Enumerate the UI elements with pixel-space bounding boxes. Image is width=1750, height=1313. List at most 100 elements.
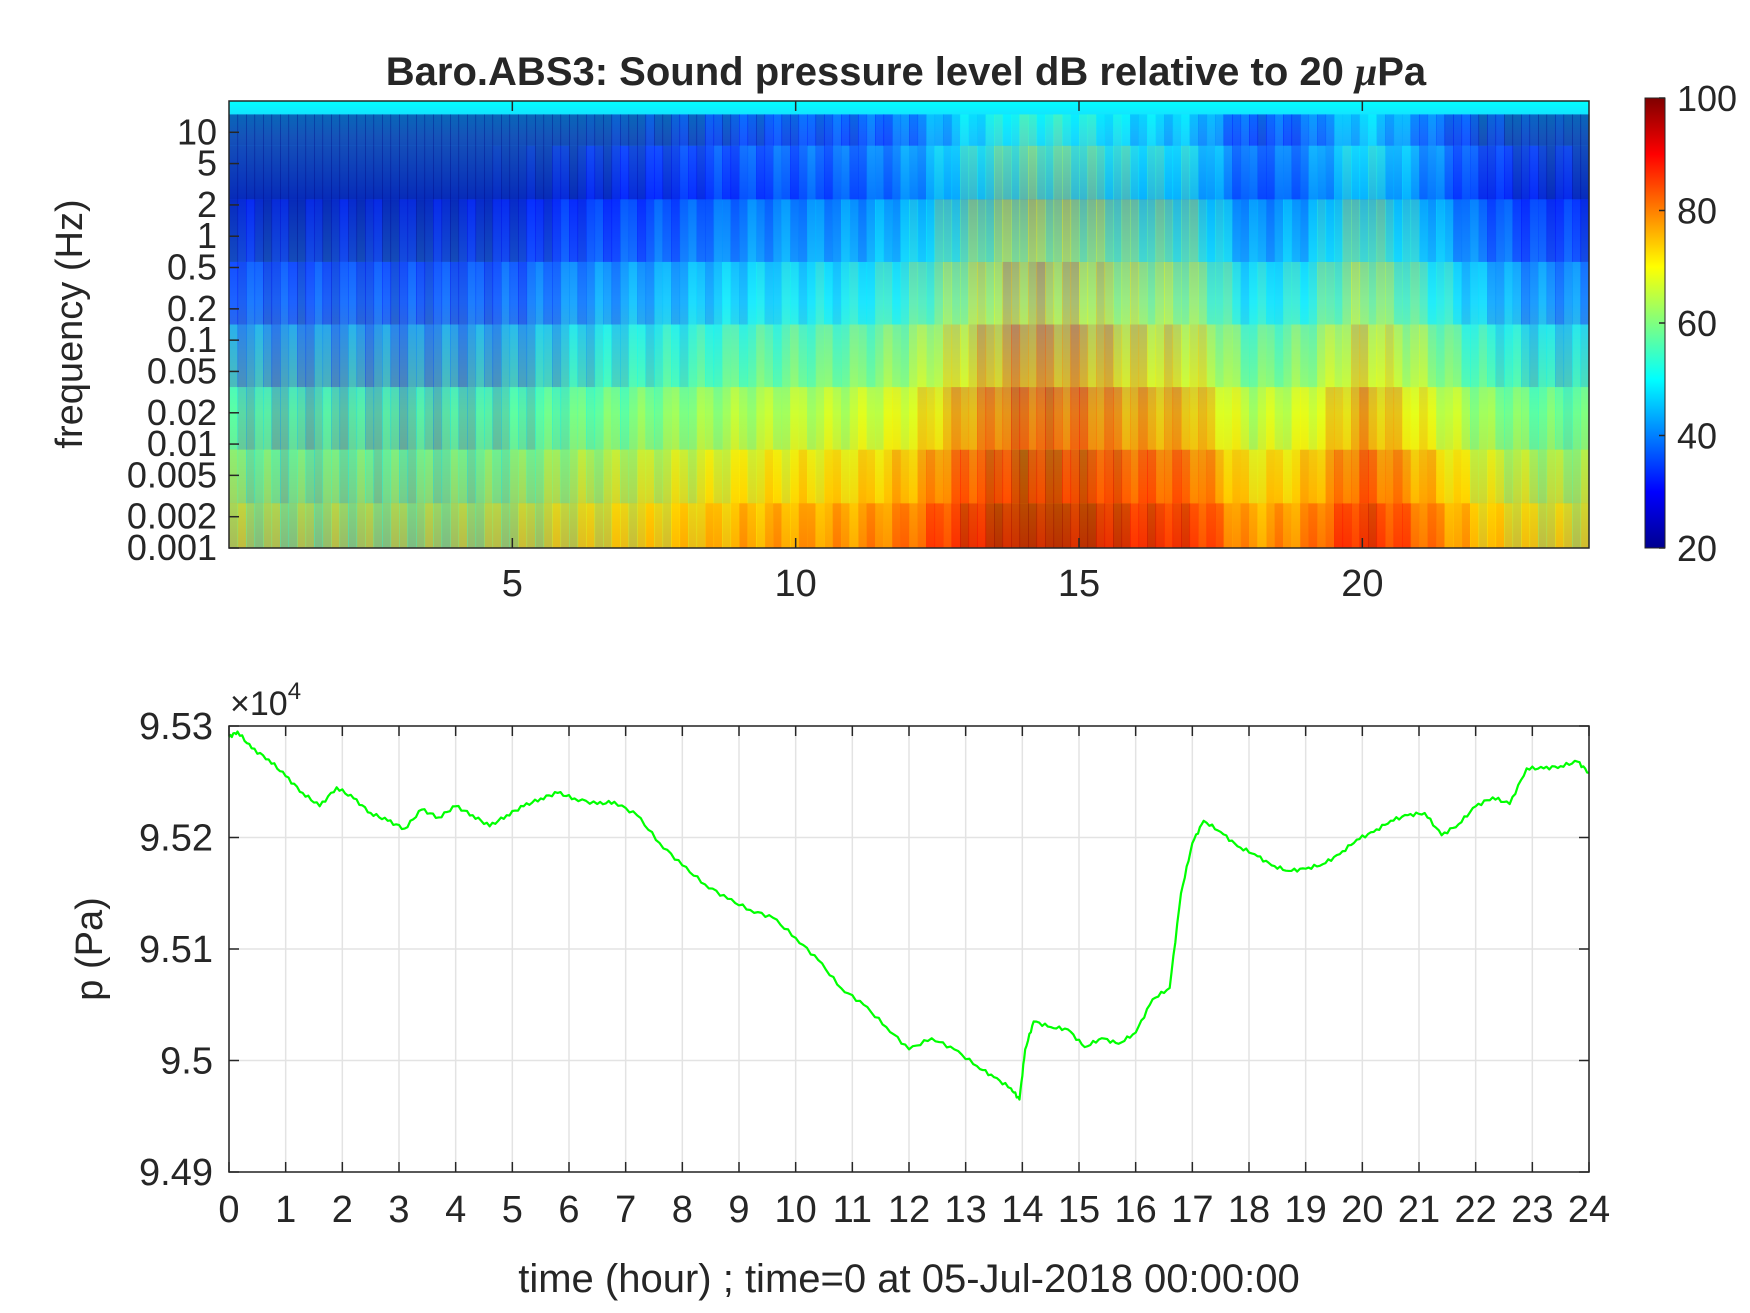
spectrogram-cell xyxy=(305,503,315,548)
spectrogram-cell xyxy=(399,145,409,200)
spectrogram-y-ticks: 105210.50.20.10.050.020.010.0050.0020.00… xyxy=(127,111,239,568)
spectrogram-cell xyxy=(858,324,868,388)
spectrogram-cell xyxy=(237,114,247,146)
spectrogram-cell xyxy=(586,114,596,146)
spectrogram-cell xyxy=(934,324,944,388)
spectrogram-cell xyxy=(951,145,961,200)
pressure-x-tick-label: 12 xyxy=(888,1189,930,1231)
spectrogram-cell xyxy=(399,114,409,146)
spectrogram-cell xyxy=(1062,503,1072,548)
spectrogram-cell xyxy=(407,261,417,325)
spectrogram-cell xyxy=(1470,145,1480,200)
spectrogram-cell xyxy=(1019,199,1029,262)
spectrogram-cell xyxy=(790,145,800,200)
colorbar-tick-label: 80 xyxy=(1677,191,1717,232)
spectrogram-cell xyxy=(1538,449,1548,504)
spectrogram-cell xyxy=(1521,114,1531,146)
spectrogram-cell xyxy=(407,145,417,200)
spectrogram-y-tick-label: 2 xyxy=(197,184,217,225)
chart-title-prefix: Baro.ABS3: Sound pressure level dB relat… xyxy=(386,50,1355,94)
spectrogram-cell xyxy=(399,503,409,548)
spectrogram-cell xyxy=(271,261,281,325)
spectrogram-cell xyxy=(688,387,698,450)
spectrogram-cell xyxy=(1053,387,1063,450)
spectrogram-cell xyxy=(424,199,434,262)
spectrogram-cell xyxy=(756,387,766,450)
spectrogram-cell xyxy=(1376,503,1386,548)
spectrogram-cell xyxy=(722,387,732,450)
spectrogram-cell xyxy=(356,387,366,450)
spectrogram-cell xyxy=(1308,145,1318,200)
spectrogram-cell xyxy=(552,449,562,504)
spectrogram-cell xyxy=(628,199,638,262)
spectrogram-cell xyxy=(1402,145,1412,200)
spectrogram-cell xyxy=(373,145,383,200)
spectrogram-cell xyxy=(1223,449,1233,504)
spectrogram-cell xyxy=(977,261,987,325)
spectrogram-cell xyxy=(577,261,587,325)
spectrogram-cell xyxy=(1045,387,1055,450)
spectrogram-cell xyxy=(1249,387,1259,450)
spectrogram-cell xyxy=(764,145,774,200)
spectrogram-cell xyxy=(518,199,528,262)
spectrogram-cell xyxy=(739,449,749,504)
spectrogram-cell xyxy=(747,261,757,325)
spectrogram-cell xyxy=(1147,114,1157,146)
spectrogram-cell xyxy=(577,145,587,200)
spectrogram-cell xyxy=(1538,324,1548,388)
spectrogram-cell xyxy=(943,199,953,262)
spectrogram-cell xyxy=(373,324,383,388)
spectrogram-cell xyxy=(1138,199,1148,262)
spectrogram-cell xyxy=(1359,261,1369,325)
spectrogram-cell xyxy=(730,387,740,450)
spectrogram-cell xyxy=(331,503,341,548)
spectrogram-cell xyxy=(603,387,613,450)
spectrogram-cell xyxy=(297,503,307,548)
spectrogram-cell xyxy=(407,503,417,548)
spectrogram-cell xyxy=(441,387,451,450)
spectrogram-cell xyxy=(1028,145,1038,200)
spectrogram-cell xyxy=(246,324,256,388)
spectrogram-cell xyxy=(645,261,655,325)
spectrogram-cell xyxy=(1504,145,1514,200)
spectrogram-cell xyxy=(1563,114,1573,146)
spectrogram-cell xyxy=(433,114,443,146)
spectrogram-cell xyxy=(1121,449,1131,504)
spectrogram-cell xyxy=(1002,261,1012,325)
spectrogram-cell xyxy=(875,503,885,548)
spectrogram-cell xyxy=(739,387,749,450)
spectrogram-cell xyxy=(679,503,689,548)
spectrogram-cell xyxy=(509,199,519,262)
spectrogram-cell xyxy=(543,387,553,450)
spectrogram-cell xyxy=(450,324,460,388)
spectrogram-cell xyxy=(1147,387,1157,450)
spectrogram-cell xyxy=(900,324,910,388)
spectrogram-cell xyxy=(1164,324,1174,388)
spectrogram-cell xyxy=(985,449,995,504)
spectrogram-cell xyxy=(1087,261,1097,325)
spectrogram-cell xyxy=(1334,261,1344,325)
spectrogram-cell xyxy=(1580,324,1590,388)
spectrogram-cell xyxy=(1249,114,1259,146)
spectrogram-cell xyxy=(892,449,902,504)
spectrogram-cell xyxy=(781,199,791,262)
spectrogram-cell xyxy=(458,145,468,200)
spectrogram-cell xyxy=(1240,387,1250,450)
spectrogram-cell xyxy=(1028,503,1038,548)
spectrogram-cell xyxy=(450,199,460,262)
spectrogram-cell xyxy=(1240,261,1250,325)
spectrogram-cell xyxy=(875,145,885,200)
spectrogram-cell xyxy=(611,199,621,262)
spectrogram-cell xyxy=(1325,199,1335,262)
spectrogram-cell xyxy=(662,199,672,262)
spectrogram-cell xyxy=(1232,503,1242,548)
spectrogram-cell xyxy=(637,324,647,388)
spectrogram-cell xyxy=(1232,387,1242,450)
spectrogram-cell xyxy=(1410,503,1420,548)
spectrogram-cell xyxy=(654,261,664,325)
spectrogram-cell xyxy=(1274,503,1284,548)
spectrogram-cell xyxy=(1453,261,1463,325)
spectrogram-cell xyxy=(1351,114,1361,146)
spectrogram-cell xyxy=(254,449,264,504)
spectrogram-cell xyxy=(1130,261,1140,325)
